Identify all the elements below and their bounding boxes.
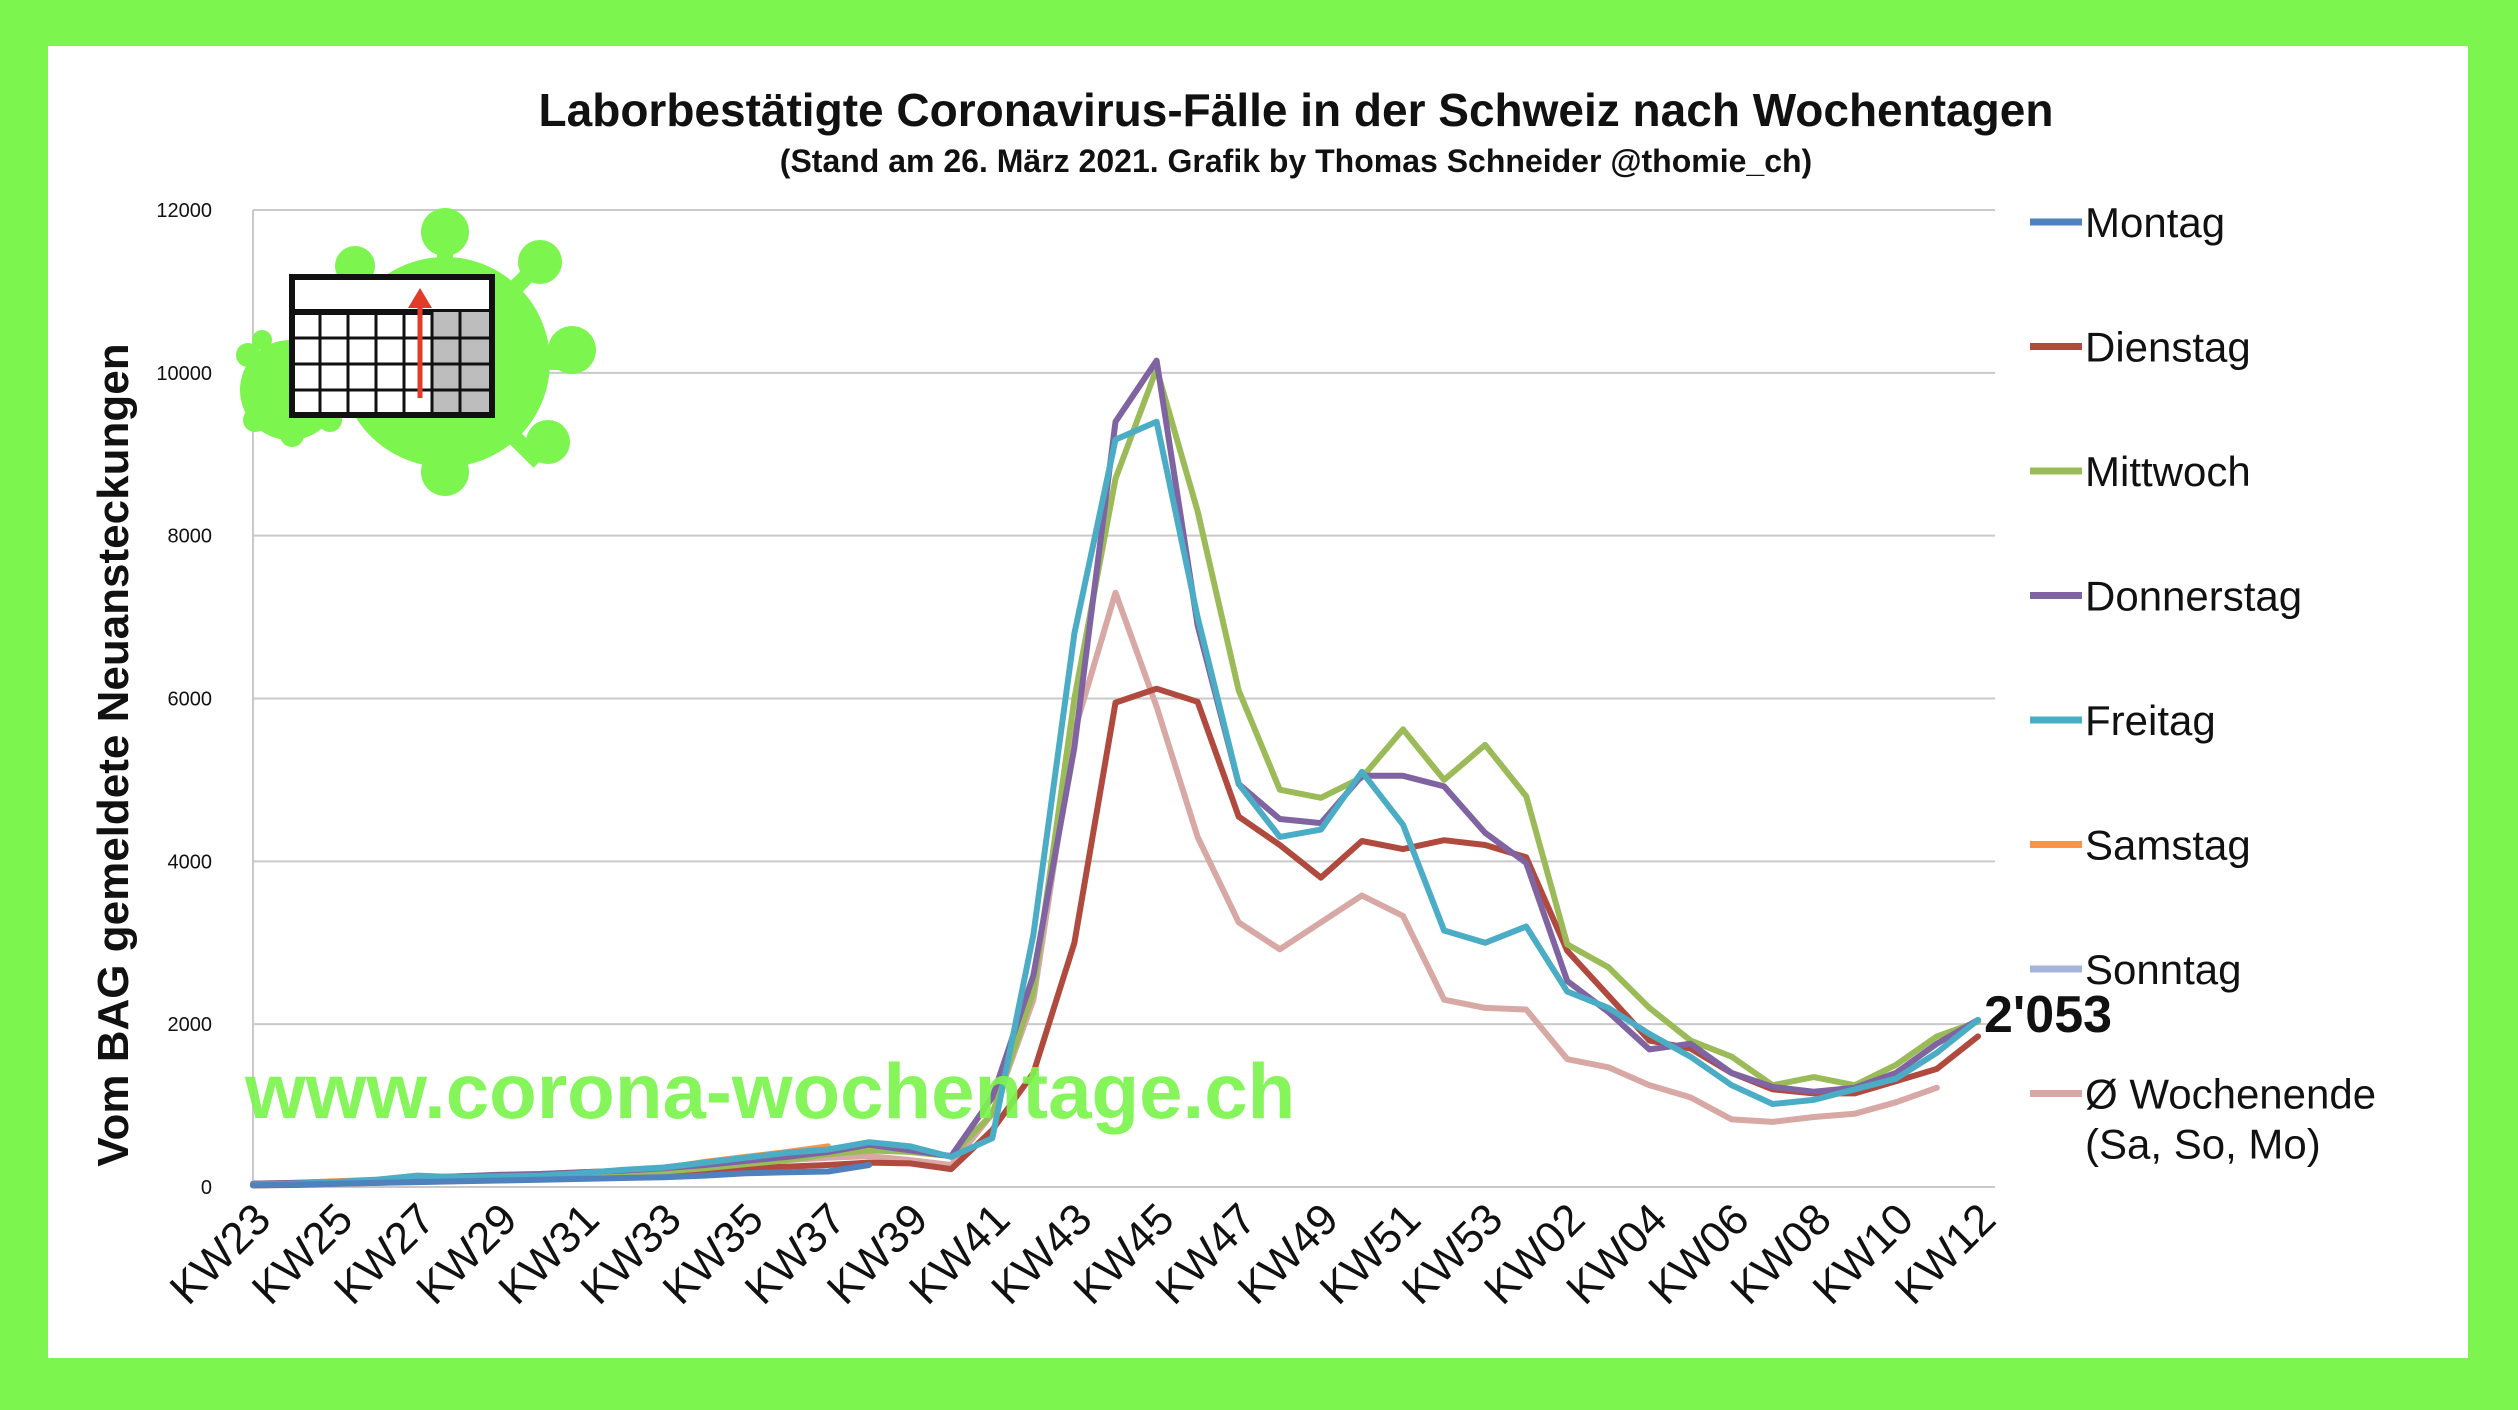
legend-label: Sonntag <box>2085 946 2241 993</box>
y-tick-label: 10000 <box>156 363 212 385</box>
y-tick-label: 6000 <box>168 689 213 711</box>
y-tick-label: 8000 <box>168 526 213 548</box>
series-lines <box>250 357 1981 1189</box>
corona-calendar-logo <box>236 208 596 496</box>
legend-label: Ø Wochenende (Sa, So, Mo) <box>2085 1071 2376 1168</box>
chart-title: Laborbestätigte Coronavirus-Fälle in der… <box>539 84 2054 136</box>
legend-label: Mittwoch <box>2085 448 2251 495</box>
watermark-url: www.corona-wochentage.ch <box>244 1047 1295 1135</box>
last-value-label: 2'053 <box>1984 986 2112 1044</box>
series-line-0 <box>250 1162 873 1189</box>
chart-subtitle: (Stand am 26. März 2021. Grafik by Thoma… <box>780 143 1812 179</box>
legend-label: Freitag <box>2085 697 2216 744</box>
series-line-4 <box>250 418 1981 1188</box>
y-tick-label: 2000 <box>168 1014 213 1036</box>
y-axis-ticks: 0 2000 4000 6000 8000 10000 12000 <box>156 200 212 1199</box>
x-axis-ticks: KW23KW25KW27KW29KW31KW33KW35KW37KW39KW41… <box>161 1194 2005 1313</box>
legend-label: Montag <box>2085 199 2225 246</box>
y-tick-label: 12000 <box>156 200 212 222</box>
legend-label: Dienstag <box>2085 324 2251 371</box>
y-tick-label: 4000 <box>168 851 213 873</box>
legend-label: Donnerstag <box>2085 573 2302 620</box>
y-axis-label: Vom BAG gemeldete Neuansteckungen <box>89 343 138 1166</box>
y-tick-label: 0 <box>201 1177 212 1199</box>
legend-label: Samstag <box>2085 822 2251 869</box>
legend: Montag Dienstag Mittwoch Donnerstag Freitag S… <box>2030 199 2376 1168</box>
